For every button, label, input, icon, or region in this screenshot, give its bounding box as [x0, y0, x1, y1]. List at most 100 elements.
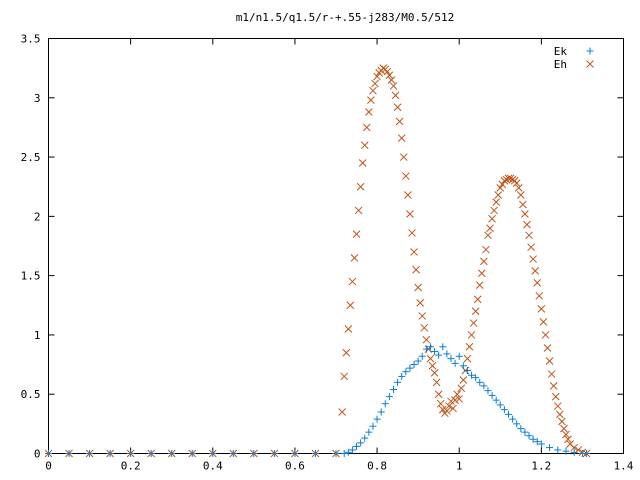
data-point-ek [348, 446, 356, 454]
y-tick-label: 1.5 [21, 270, 41, 283]
data-point-eh [352, 230, 361, 238]
data-point-ek [463, 367, 471, 374]
data-point-eh [383, 67, 392, 76]
x-tick-label: 0.4 [203, 460, 223, 473]
data-point-ek [468, 371, 476, 379]
data-point-ek [537, 440, 545, 448]
data-point-eh [401, 172, 410, 180]
data-point-ek [426, 343, 434, 351]
data-point-eh [543, 344, 552, 352]
axis-ticks: 0 0.2 0.4 0.6 0.8 1 1.2 1.4 0 0.5 1 1.5 2 2.5 3 3.5 [21, 33, 634, 473]
data-point-ek [546, 444, 554, 452]
data-point-eh [408, 229, 416, 237]
data-point-ek [365, 428, 373, 436]
data-point-eh [564, 435, 572, 444]
data-point-ek [229, 450, 237, 457]
data-point-eh [418, 312, 427, 320]
data-point-eh [399, 153, 408, 161]
data-point-eh [555, 410, 564, 419]
data-point-ek [455, 352, 463, 360]
data-point-eh [436, 399, 445, 408]
data-point-ek [332, 450, 340, 457]
data-point-ek [406, 364, 414, 372]
data-point-ek [250, 450, 258, 457]
data-point-eh [358, 159, 367, 167]
data-point-eh [416, 299, 425, 307]
x-tick-label: 0 [45, 460, 52, 473]
data-point-eh [371, 79, 379, 88]
data-point-ek [496, 401, 504, 409]
data-point-ek [513, 420, 521, 428]
data-point-eh [500, 176, 509, 185]
data-point-eh [426, 354, 435, 363]
data-point-eh [545, 357, 554, 365]
data-point-ek [361, 434, 369, 442]
data-point-ek [447, 355, 455, 363]
y-tick-label: 2.5 [21, 151, 41, 164]
data-point-eh [387, 76, 396, 84]
data-point-eh [344, 325, 353, 333]
data-point-eh [385, 71, 394, 80]
data-point-eh [354, 206, 363, 215]
data-point-ek [385, 393, 393, 401]
data-point-ek [209, 450, 217, 457]
data-point-eh [533, 278, 542, 287]
data-point-ek [459, 362, 467, 370]
data-point-eh [360, 141, 369, 150]
data-point-eh [558, 417, 566, 426]
y-tick-label: 3 [34, 92, 41, 105]
data-point-eh [391, 91, 400, 100]
data-point-eh [562, 430, 570, 439]
data-point-eh [484, 231, 492, 240]
data-point-ek [86, 450, 94, 457]
chart-title: m1/n1.5/q1.5/r-+.55-j283/M0.5/512 [236, 11, 455, 24]
data-point-eh [373, 72, 381, 81]
y-tick-label: 3.5 [21, 33, 41, 46]
data-point-eh [516, 191, 525, 199]
data-point-ek [525, 432, 533, 440]
data-point-eh [482, 245, 490, 254]
data-point-ek [106, 450, 114, 457]
data-point-ek [414, 357, 422, 365]
data-point-ek [529, 435, 537, 443]
data-point-eh [506, 174, 515, 183]
data-point-eh [449, 404, 457, 413]
data-point-eh [531, 267, 540, 275]
data-point-eh [549, 382, 558, 390]
series-ek [45, 343, 591, 457]
data-point-eh [422, 335, 431, 344]
data-point-eh [453, 390, 462, 399]
data-point-eh [529, 255, 537, 263]
data-point-eh [486, 224, 494, 233]
data-point-ek [311, 450, 319, 457]
data-point-eh [362, 123, 371, 132]
data-point-ek [533, 438, 541, 446]
data-point-ek [509, 415, 517, 423]
data-point-ek [394, 378, 402, 386]
data-point-eh [420, 323, 429, 332]
data-point-ek [127, 450, 135, 457]
data-point-eh [410, 248, 418, 256]
series-eh [44, 64, 591, 458]
data-point-ek [45, 450, 52, 457]
data-point-eh [463, 354, 472, 363]
data-point-ek [562, 447, 570, 455]
data-point-ek [340, 450, 348, 457]
data-point-eh [414, 283, 422, 292]
data-point-ek [377, 408, 385, 416]
legend-label-ek: Ek [554, 45, 568, 58]
data-point-eh [393, 103, 402, 112]
data-point-eh [527, 243, 535, 252]
data-point-eh [570, 443, 579, 452]
x-tick-label: 0.8 [367, 460, 387, 473]
data-point-ek [369, 422, 377, 430]
data-point-ek [381, 400, 389, 408]
data-point-eh [469, 319, 478, 327]
data-point-ek [431, 348, 439, 356]
data-point-ek [439, 343, 447, 351]
data-point-ek [435, 351, 443, 359]
data-point-eh [457, 384, 466, 393]
x-tick-label: 1 [456, 460, 463, 473]
